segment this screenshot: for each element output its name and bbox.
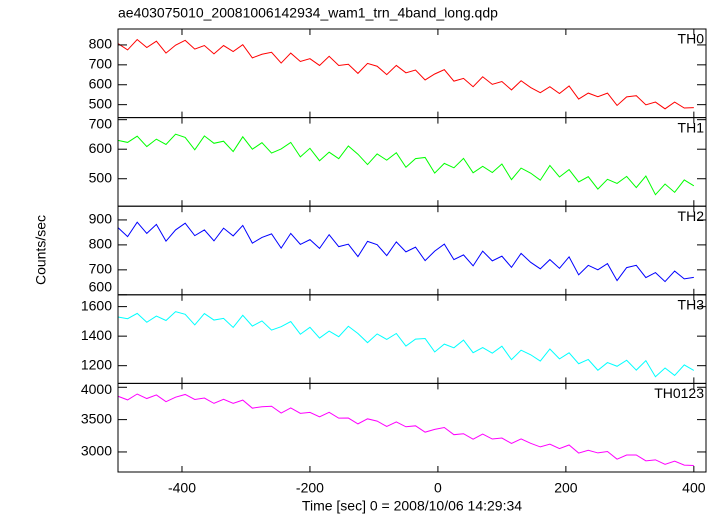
- y-tick-label: 800: [89, 36, 113, 52]
- y-tick-label: 1600: [81, 297, 112, 313]
- panel-label: TH0123: [654, 385, 704, 401]
- x-tick-label: -200: [296, 480, 324, 496]
- panel-frame: [117, 382, 707, 473]
- y-axis-label: Counts/sec: [33, 215, 49, 285]
- x-tick-label: -400: [168, 480, 196, 496]
- x-axis-label: Time [sec] 0 = 2008/10/06 14:29:34: [302, 498, 522, 514]
- y-tick-label: 600: [89, 279, 113, 295]
- y-tick-label: 500: [89, 95, 113, 111]
- y-tick-label: 800: [89, 236, 113, 252]
- data-line: [117, 311, 695, 378]
- data-line: [117, 133, 695, 196]
- panel-label: TH2: [678, 208, 705, 224]
- panel-frame: [117, 294, 707, 384]
- panel-frame: [117, 205, 707, 296]
- y-tick-label: 3000: [81, 443, 112, 459]
- y-tick-label: 900: [89, 211, 113, 227]
- y-tick-label: 500: [89, 169, 113, 185]
- panel-label: TH3: [678, 297, 705, 313]
- x-tick-label: 200: [554, 480, 578, 496]
- panel-label: TH0: [678, 31, 705, 47]
- y-tick-label: 600: [89, 75, 113, 91]
- data-line: [117, 221, 694, 283]
- data-line: [117, 38, 694, 110]
- y-tick-label: 700: [89, 115, 113, 131]
- x-tick-label: 400: [682, 480, 706, 496]
- y-tick-label: 600: [89, 140, 113, 156]
- y-tick-label: 1200: [81, 356, 112, 372]
- chart-title: ae403075010_20081006142934_wam1_trn_4ban…: [118, 5, 498, 21]
- y-tick-label: 700: [89, 56, 113, 72]
- y-tick-label: 1400: [81, 327, 112, 343]
- data-line: [117, 393, 694, 467]
- y-tick-label: 4000: [81, 381, 112, 397]
- panel-label: TH1: [678, 119, 705, 135]
- y-tick-label: 700: [89, 261, 113, 277]
- x-tick-label: 0: [434, 480, 442, 496]
- y-tick-label: 3500: [81, 410, 112, 426]
